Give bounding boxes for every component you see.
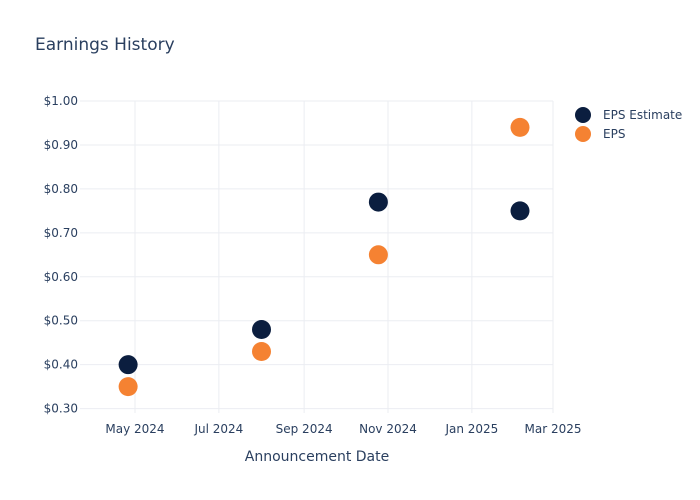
y-tick-label: $0.80: [44, 182, 78, 196]
x-axis-ticks: May 2024 Jul 2024 Sep 2024 Nov 2024 Jan 2025…: [105, 422, 581, 436]
y-tick-label: $1.00: [44, 94, 78, 108]
x-tick-label: Mar 2025: [525, 422, 582, 436]
x-tick-label: Nov 2024: [359, 422, 417, 436]
legend[interactable]: EPS Estimate EPS: [575, 107, 682, 142]
eps-point[interactable]: [252, 341, 271, 361]
grid-layer: [80, 100, 554, 413]
y-tick-label: $0.70: [44, 226, 78, 240]
eps-point[interactable]: [510, 117, 530, 137]
y-tick-label: $0.40: [44, 358, 78, 372]
legend-label: EPS Estimate: [603, 108, 682, 122]
legend-item-eps-estimate[interactable]: EPS Estimate: [575, 107, 682, 123]
legend-item-eps[interactable]: EPS: [575, 126, 625, 142]
y-tick-label: $0.50: [44, 314, 78, 328]
y-tick-label: $0.30: [44, 402, 78, 416]
legend-marker: [575, 107, 591, 123]
x-tick-label: Jul 2024: [193, 422, 243, 436]
eps-point[interactable]: [368, 245, 388, 265]
x-tick-label: Jan 2025: [444, 422, 498, 436]
x-tick-label: May 2024: [105, 422, 164, 436]
x-axis-title: Announcement Date: [245, 449, 389, 465]
legend-marker: [575, 126, 591, 142]
legend-label: EPS: [603, 127, 625, 141]
eps-estimate-point[interactable]: [368, 192, 388, 212]
eps-estimate-point[interactable]: [252, 320, 271, 340]
eps-estimate-point[interactable]: [118, 355, 138, 375]
y-tick-label: $0.60: [44, 270, 78, 284]
y-tick-label: $0.90: [44, 138, 78, 152]
eps-point[interactable]: [118, 377, 138, 397]
x-tick-label: Sep 2024: [276, 422, 333, 436]
y-axis-ticks: $0.30 $0.40 $0.50 $0.60 $0.70 $0.80 $0.90 $1.00: [44, 94, 78, 416]
data-points: [118, 117, 530, 397]
chart-title: Earnings History: [35, 35, 175, 55]
eps-estimate-point[interactable]: [510, 201, 530, 221]
